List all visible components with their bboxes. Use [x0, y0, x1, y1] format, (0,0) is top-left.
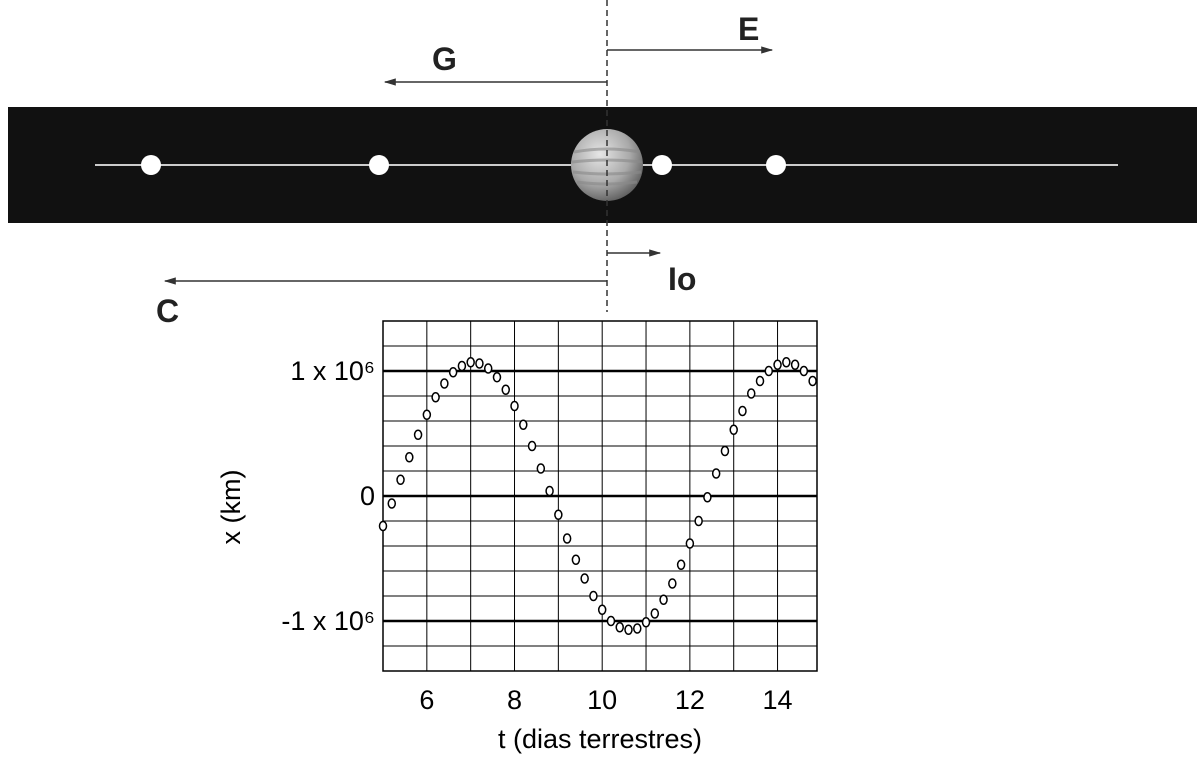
chart: t (dias terrestres) x (km) 6 8 10 12 14 1 x 1…	[216, 320, 818, 754]
y-tick-label: 1 x 10⁶	[290, 356, 375, 386]
moon-label: Io	[668, 261, 696, 297]
data-point	[501, 384, 510, 395]
data-point	[457, 360, 467, 372]
data-point	[738, 405, 747, 417]
data-point	[510, 400, 519, 412]
data-point	[641, 617, 651, 628]
data-point	[650, 608, 660, 619]
data-point	[755, 375, 765, 387]
data-point	[527, 440, 537, 452]
data-point	[746, 388, 756, 399]
data-point	[694, 515, 703, 527]
data-point	[676, 559, 686, 570]
data-point	[448, 367, 458, 378]
data-point	[633, 623, 642, 634]
data-point	[466, 357, 475, 368]
x-tick-label: 6	[419, 685, 434, 715]
y-axis-label: x (km)	[216, 470, 246, 545]
diagram: E G Io C	[8, 0, 1197, 329]
x-tick-label: 12	[675, 685, 705, 715]
plot-frame	[382, 320, 818, 672]
moon-label: C	[156, 293, 179, 329]
data-point	[519, 419, 528, 430]
data-point	[711, 468, 721, 479]
y-tick-label: -1 x 10⁶	[281, 606, 375, 636]
data-point	[413, 429, 423, 440]
data-point	[483, 363, 493, 374]
moon	[652, 155, 672, 175]
moon	[766, 155, 786, 175]
data-point	[562, 533, 572, 544]
moon	[369, 155, 389, 175]
data-point	[396, 474, 405, 485]
moon	[141, 155, 161, 175]
data-point	[431, 392, 440, 403]
data-point	[685, 538, 695, 549]
data-point	[782, 357, 791, 368]
x-tick-label: 8	[507, 685, 522, 715]
data-point	[659, 594, 668, 605]
data-point	[440, 378, 449, 389]
data-point	[422, 409, 432, 420]
data-point	[720, 445, 730, 457]
data-point	[589, 590, 598, 602]
data-point	[492, 372, 502, 383]
x-tick-label: 14	[763, 685, 793, 715]
y-tick-label: 0	[360, 481, 375, 511]
data-point	[545, 485, 554, 497]
x-axis-label: t (dias terrestres)	[498, 724, 702, 754]
data-point	[536, 463, 546, 474]
data-point	[764, 365, 774, 377]
data-point	[773, 359, 782, 370]
moon-label: E	[738, 11, 759, 47]
data-point	[668, 578, 677, 589]
data-point	[378, 520, 388, 532]
data-point	[615, 622, 624, 633]
data-point	[405, 452, 414, 463]
data-point	[799, 365, 809, 377]
data-point	[571, 554, 581, 565]
data-point	[580, 573, 589, 584]
data-point	[606, 615, 616, 627]
data-point	[703, 492, 712, 503]
data-point	[808, 375, 817, 387]
x-tick-label: 10	[587, 685, 617, 715]
data-point	[729, 424, 738, 435]
data-point	[597, 604, 607, 615]
moon-label: G	[432, 41, 457, 77]
data-point	[624, 624, 633, 635]
data-point	[475, 358, 484, 369]
data-point	[554, 509, 563, 520]
data-point	[790, 359, 800, 370]
data-point	[387, 498, 397, 509]
